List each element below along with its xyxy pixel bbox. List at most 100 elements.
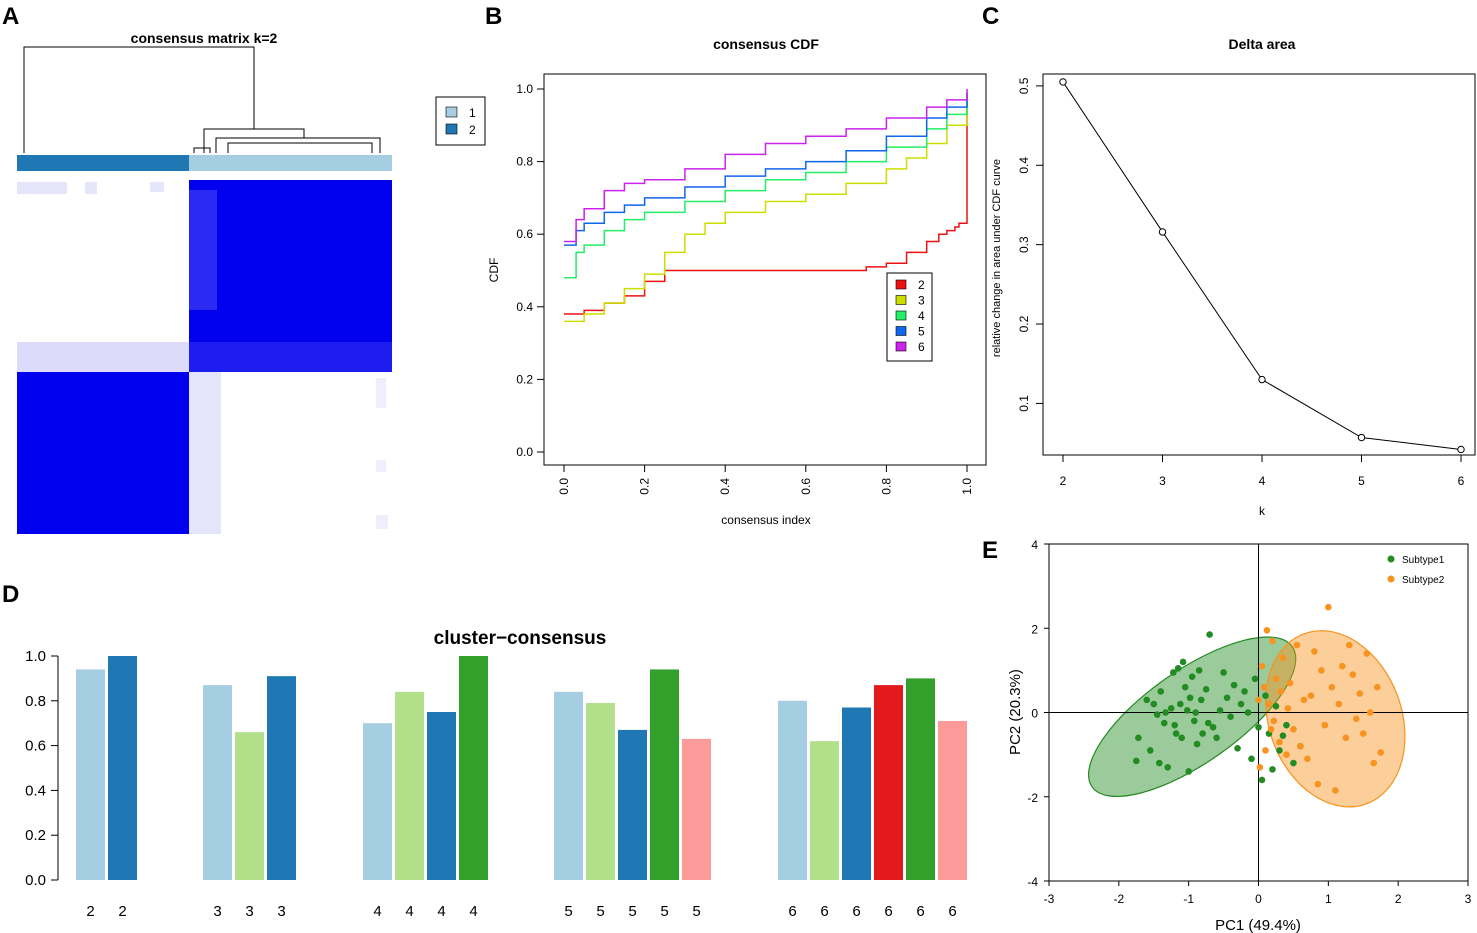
bar-k3-cluster1 [203,685,232,880]
panel-e-axes: -3 -2 -1 0 1 2 3 -4 -2 0 2 4 [1027,538,1471,906]
point-subtype2 [1297,742,1304,750]
panel-e-ylabel: PC2 (20.3%) [1007,669,1024,755]
point-subtype2 [1314,780,1322,788]
bar-k5-cluster5 [682,738,711,880]
panel-c-title: Delta area [1229,36,1296,52]
panel-b-xtick-label: 0.8 [879,478,893,495]
point-subtype2 [1300,696,1308,704]
bar-label: 6 [788,903,796,920]
panel-c-axes: 2 3 4 5 6 0.1 0.2 0.3 0.4 0.5 [1017,77,1465,488]
point-subtype1 [1164,763,1172,771]
point-subtype2 [1349,671,1357,678]
heatmap-block-cluster2 [17,372,189,534]
panel-e-ytick-label: 4 [1031,538,1038,552]
legend-label-k2: 2 [918,278,925,292]
panel-b-consensus-cdf: consensus CDF 0.0 0.2 0.4 0.6 0.8 1.00.00.20.… [487,36,987,527]
panel-b-ytick-label: 0.6 [516,227,533,241]
panel-d-ytick-label: 1.0 [25,648,46,665]
heatmap-noise [150,182,164,192]
consensus-heatmap [17,180,392,534]
point-subtype2 [1373,683,1381,691]
panel-c-plot-frame [1042,73,1476,456]
panel-b-xlabel: consensus index [721,513,810,527]
panel-b-plot-frame [543,73,987,466]
panel-c-xtick-label: 4 [1259,474,1266,488]
point-subtype2 [1328,683,1336,691]
point-subtype2 [1277,688,1285,695]
bar-k2-cluster2 [108,656,137,880]
point-subtype2 [1276,738,1283,746]
panel-label-e: E [982,537,998,564]
legend-marker-subtype1 [1387,555,1395,563]
point-subtype1 [1185,768,1192,775]
panel-d-title: cluster−consensus [434,628,607,649]
point-subtype2 [1286,679,1294,687]
point-subtype1 [1150,700,1158,708]
point-subtype2 [1339,662,1346,670]
panel-e-xtick-label: -1 [1183,892,1194,906]
legend-swatch-1 [445,106,458,118]
point-subtype1 [1146,747,1154,754]
point-subtype1 [1216,707,1224,714]
point-subtype1 [1167,704,1175,712]
point-subtype2 [1262,747,1269,754]
bar-k3-cluster2 [235,732,264,880]
point-subtype1 [1190,717,1198,725]
legend-swatch-2 [445,123,458,135]
point-subtype2 [1311,648,1318,655]
point-subtype2 [1304,755,1311,763]
point-subtype2 [1318,667,1325,674]
point-subtype1 [1230,681,1238,689]
point-subtype1 [1272,702,1280,710]
panel-b-ylabel: CDF [487,258,501,283]
point-subtype1 [1276,747,1283,754]
panel-label-c: C [982,3,999,30]
heatmap-weak-band [189,372,221,534]
legend-marker-subtype2 [1387,575,1395,583]
panel-b-axes: 0.0 0.2 0.4 0.6 0.8 1.0 0.0 0.2 0.4 0.6 0.8 1.0 [516,82,974,495]
panel-b-title: consensus CDF [713,36,819,52]
point-subtype2 [1370,759,1378,767]
cluster-bar-1 [189,155,392,171]
point-subtype2 [1359,730,1367,737]
panel-c-xtick-label: 3 [1159,474,1166,488]
legend-label-k3: 3 [918,294,925,308]
point-subtype1 [1290,759,1297,767]
point-subtype1 [1188,673,1196,680]
panel-b-ytick-label: 0.4 [516,300,533,314]
legend-swatch-k4 [895,310,907,321]
panel-label-a: A [2,3,19,30]
point-subtype1 [1220,669,1227,676]
bar-k6-cluster2 [810,741,839,880]
bar-label: 6 [852,903,860,920]
panel-e-ellipses [1087,630,1406,808]
point-subtype1 [1262,692,1269,699]
point-subtype2 [1293,641,1301,649]
panel-c-xtick-label: 2 [1060,474,1067,488]
bar-k5-cluster4 [650,669,679,880]
panel-e-xtick-label: 3 [1465,892,1472,906]
heatmap-noise [189,190,217,310]
point-subtype2 [1377,749,1385,756]
point-subtype2 [1352,715,1360,723]
point-subtype1 [1255,723,1262,731]
delta-area-point-k4 [1258,375,1266,384]
panel-c-xlabel: k [1259,504,1266,518]
heatmap-noise [376,378,386,408]
legend-swatch-k3 [895,295,907,305]
point-subtype1 [1283,721,1290,729]
bar-label: 2 [86,903,94,920]
panel-c-series [1059,78,1465,454]
cdf-line-k4 [564,92,968,279]
bar-label: 6 [884,903,892,920]
panel-e-xtick-label: 1 [1325,892,1332,906]
bar-k4-cluster1 [363,723,392,880]
panel-b-ytick-label: 0.2 [516,372,533,386]
legend-label-k4: 4 [918,309,925,323]
point-subtype1 [1213,734,1220,742]
heatmap-noise [17,182,67,194]
point-subtype1 [1192,709,1199,716]
point-subtype2 [1321,721,1329,729]
heatmap-offdiag-top [17,180,189,342]
panel-e-legend: Subtype1 Subtype2 [1387,555,1445,586]
